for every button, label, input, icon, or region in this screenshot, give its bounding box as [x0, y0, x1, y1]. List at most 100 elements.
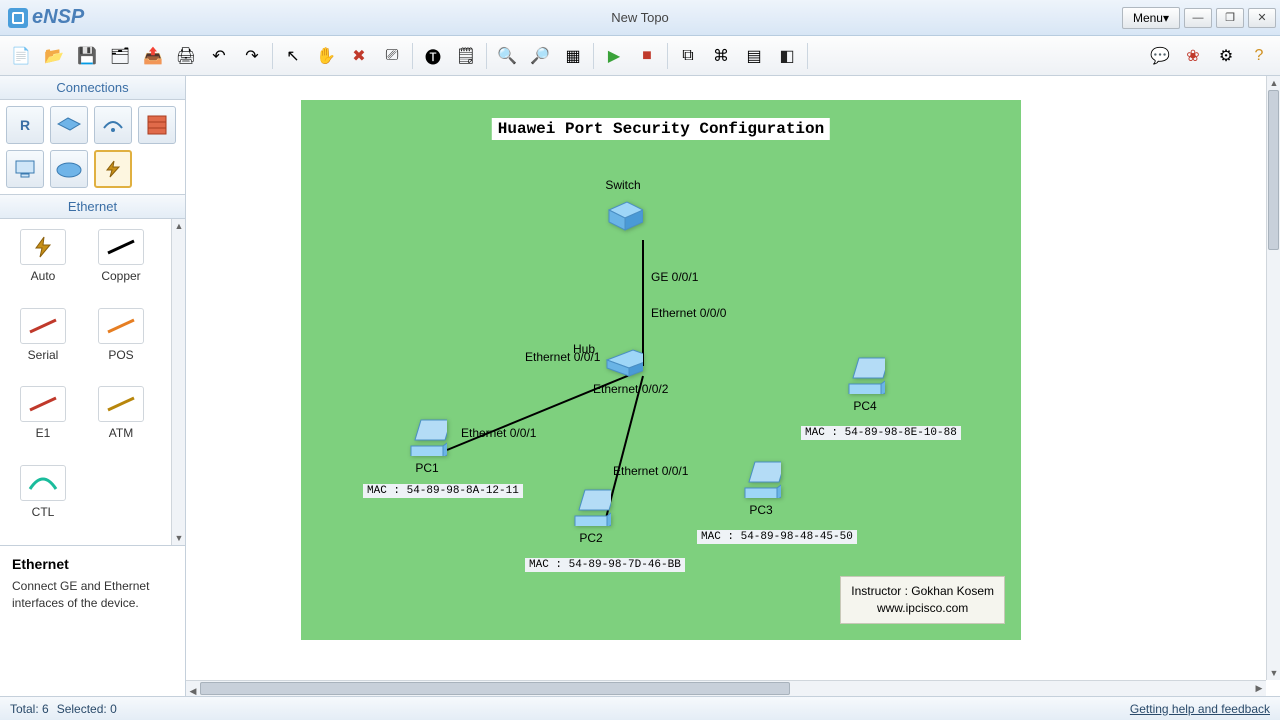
instructor-line1: Instructor : Gokhan Kosem: [851, 583, 994, 600]
link-label-eth001a: Ethernet 0/0/1: [525, 350, 600, 364]
capture-button[interactable]: ⧉: [673, 41, 703, 71]
open-button[interactable]: 📂: [39, 41, 69, 71]
connection-e1-icon: [20, 386, 66, 422]
hub-icon: [603, 346, 643, 386]
connection-pos-label: POS: [82, 348, 160, 362]
info-description: Connect GE and Ethernet interfaces of th…: [12, 578, 173, 612]
node-pc2[interactable]: PC2: [571, 486, 611, 545]
connection-auto-icon: [20, 229, 66, 265]
connection-serial-icon: [20, 308, 66, 344]
huawei-button[interactable]: ❀: [1178, 41, 1208, 71]
delete-all-button[interactable]: ⎚: [377, 41, 407, 71]
connection-pos[interactable]: POS: [82, 304, 160, 383]
cli-button[interactable]: ⌘: [706, 41, 736, 71]
menu-button[interactable]: Menu▾: [1122, 7, 1180, 29]
device-category-pc[interactable]: [6, 150, 44, 188]
canvas-horizontal-scrollbar[interactable]: ◀▶: [186, 680, 1266, 696]
connection-e1-label: E1: [4, 426, 82, 440]
node-pc3-label: PC3: [741, 503, 781, 517]
connection-e1[interactable]: E1: [4, 382, 82, 461]
maximize-button[interactable]: ❐: [1216, 8, 1244, 28]
link-label-eth002: Ethernet 0/0/2: [593, 382, 668, 396]
connection-auto[interactable]: Auto: [4, 225, 82, 304]
connection-serial[interactable]: Serial: [4, 304, 82, 383]
pc4-mac: MAC : 54-89-98-8E-10-88: [801, 426, 961, 440]
palette-button[interactable]: ◧: [772, 41, 802, 71]
connections-panel-header: Connections: [0, 76, 185, 100]
device-category-router[interactable]: R: [6, 106, 44, 144]
canvas-vertical-scrollbar[interactable]: ▲▼: [1266, 76, 1280, 680]
device-category-switch[interactable]: [50, 106, 88, 144]
canvas[interactable]: Huawei Port Security Configuration Switc…: [186, 76, 1280, 696]
connection-list-scrollbar[interactable]: ▲ ▼: [171, 219, 185, 545]
firewall-icon: [146, 114, 168, 136]
connection-atm-icon: [98, 386, 144, 422]
redo-button[interactable]: ↷: [237, 41, 267, 71]
save-button[interactable]: 💾: [72, 41, 102, 71]
settings-button[interactable]: ⚙: [1211, 41, 1241, 71]
pan-button[interactable]: ✋: [311, 41, 341, 71]
device-category-cloud[interactable]: [50, 150, 88, 188]
connection-serial-label: Serial: [4, 348, 82, 362]
connection-copper[interactable]: Copper: [82, 225, 160, 304]
fit-button[interactable]: ▦: [558, 41, 588, 71]
connection-atm-label: ATM: [82, 426, 160, 440]
connection-ctl-icon: [20, 465, 66, 501]
minimize-button[interactable]: —: [1184, 8, 1212, 28]
zoom-out-button[interactable]: 🔎: [525, 41, 555, 71]
note-button[interactable]: 🗒: [451, 41, 481, 71]
link-label-eth001b: Ethernet 0/0/1: [461, 426, 536, 440]
zoom-in-button[interactable]: 🔍: [492, 41, 522, 71]
delete-button[interactable]: ✖: [344, 41, 374, 71]
node-pc3[interactable]: PC3: [741, 458, 781, 517]
ethernet-panel-header: Ethernet: [0, 195, 185, 219]
connection-ctl[interactable]: CTL: [4, 461, 82, 540]
pc-icon: [845, 354, 885, 394]
cloud-icon: [55, 160, 83, 178]
status-selected: Selected: 0: [57, 702, 117, 716]
connection-ctl-label: CTL: [4, 505, 82, 519]
connection-atm[interactable]: ATM: [82, 382, 160, 461]
pc3-mac: MAC : 54-89-98-48-45-50: [697, 530, 857, 544]
new-topo-button[interactable]: 📄: [6, 41, 36, 71]
help-feedback-link[interactable]: Getting help and feedback: [1130, 702, 1270, 716]
connection-copper-label: Copper: [82, 269, 160, 283]
app-logo: eNSP: [0, 6, 84, 29]
device-category-firewall[interactable]: [138, 106, 176, 144]
chat-button[interactable]: 💬: [1145, 41, 1175, 71]
status-total: Total: 6: [10, 702, 49, 716]
switch-icon: [603, 196, 643, 236]
node-switch[interactable]: Switch: [603, 178, 643, 241]
stop-button[interactable]: ■: [632, 41, 662, 71]
start-button[interactable]: ▶: [599, 41, 629, 71]
save-all-button[interactable]: 🗂: [105, 41, 135, 71]
device-category-wlan[interactable]: [94, 106, 132, 144]
app-name: eNSP: [32, 6, 84, 29]
text-button[interactable]: 🅣: [418, 41, 448, 71]
info-title: Ethernet: [12, 556, 173, 572]
link-label-ge001: GE 0/0/1: [651, 270, 698, 284]
topology-title: Huawei Port Security Configuration: [492, 118, 830, 140]
pc2-mac: MAC : 54-89-98-7D-46-BB: [525, 558, 685, 572]
pc1-mac: MAC : 54-89-98-8A-12-11: [363, 484, 523, 498]
node-pc4[interactable]: PC4: [845, 354, 885, 413]
export-button[interactable]: 📤: [138, 41, 168, 71]
connection-type-list: AutoCopper SerialPOS E1ATM CTL ▲ ▼: [0, 219, 185, 545]
device-category-grid: R: [0, 100, 185, 195]
toolbar: 📄📂💾🗂📤🖨↶↷ ↖✋✖⎚ 🅣🗒 🔍🔎▦ ▶■ ⧉⌘▤◧ 💬❀⚙?: [0, 36, 1280, 76]
close-button[interactable]: ✕: [1248, 8, 1276, 28]
undo-button[interactable]: ↶: [204, 41, 234, 71]
node-pc1[interactable]: PC1: [407, 416, 447, 475]
select-button[interactable]: ↖: [278, 41, 308, 71]
device-category-connection[interactable]: [94, 150, 132, 188]
grid-button[interactable]: ▤: [739, 41, 769, 71]
print-button[interactable]: 🖨: [171, 41, 201, 71]
connection-copper-icon: [98, 229, 144, 265]
wlan-icon: [100, 114, 126, 136]
connection-pos-icon: [98, 308, 144, 344]
connection-auto-label: Auto: [4, 269, 82, 283]
node-pc4-label: PC4: [845, 399, 885, 413]
help-button[interactable]: ?: [1244, 41, 1274, 71]
left-panel: Connections R Ethernet AutoCopp: [0, 76, 186, 696]
link-label-eth001c: Ethernet 0/0/1: [613, 464, 688, 478]
